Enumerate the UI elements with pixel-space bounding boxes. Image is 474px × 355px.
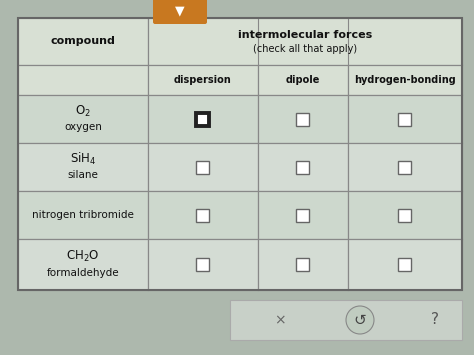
Text: dipole: dipole <box>286 75 320 85</box>
Bar <box>399 208 411 222</box>
Bar <box>258 95 348 143</box>
Bar <box>197 208 210 222</box>
Text: (check all that apply): (check all that apply) <box>253 44 357 55</box>
Bar <box>348 239 462 290</box>
Bar <box>148 65 258 95</box>
Bar <box>348 191 462 239</box>
Text: silane: silane <box>68 170 99 180</box>
Bar <box>297 160 310 174</box>
Text: SiH$_4$: SiH$_4$ <box>70 151 96 167</box>
Bar <box>230 300 462 340</box>
Bar <box>297 258 310 271</box>
Text: dispersion: dispersion <box>174 75 232 85</box>
Circle shape <box>346 306 374 334</box>
Bar <box>258 143 348 191</box>
Bar <box>18 143 148 191</box>
FancyBboxPatch shape <box>153 0 207 24</box>
Text: hydrogen-bonding: hydrogen-bonding <box>354 75 456 85</box>
Bar <box>399 113 411 126</box>
Bar <box>18 95 148 143</box>
Bar <box>348 65 462 95</box>
Bar <box>348 143 462 191</box>
Bar <box>258 239 348 290</box>
Bar <box>297 208 310 222</box>
Bar <box>148 143 258 191</box>
Bar <box>18 18 462 290</box>
Bar <box>18 239 148 290</box>
Bar <box>18 18 148 65</box>
Bar <box>348 95 462 143</box>
Text: nitrogen tribromide: nitrogen tribromide <box>32 210 134 220</box>
Bar <box>258 65 348 95</box>
Text: CH$_2$O: CH$_2$O <box>66 249 100 264</box>
Bar <box>399 258 411 271</box>
Text: intermolecular forces: intermolecular forces <box>238 31 372 40</box>
Bar <box>18 65 148 95</box>
Bar <box>399 160 411 174</box>
Text: oxygen: oxygen <box>64 122 102 132</box>
Bar <box>148 18 462 65</box>
Text: ↺: ↺ <box>354 312 366 328</box>
Text: formaldehyde: formaldehyde <box>46 268 119 278</box>
Bar <box>148 239 258 290</box>
Bar <box>197 113 210 126</box>
Text: compound: compound <box>51 37 116 47</box>
Bar <box>148 95 258 143</box>
Bar <box>18 191 148 239</box>
Text: O$_2$: O$_2$ <box>75 103 91 119</box>
Bar <box>197 160 210 174</box>
Text: ▼: ▼ <box>175 5 185 17</box>
Text: ?: ? <box>431 312 439 328</box>
Bar <box>148 191 258 239</box>
Bar <box>258 191 348 239</box>
Bar <box>197 258 210 271</box>
Bar <box>297 113 310 126</box>
Text: ×: × <box>274 313 286 327</box>
